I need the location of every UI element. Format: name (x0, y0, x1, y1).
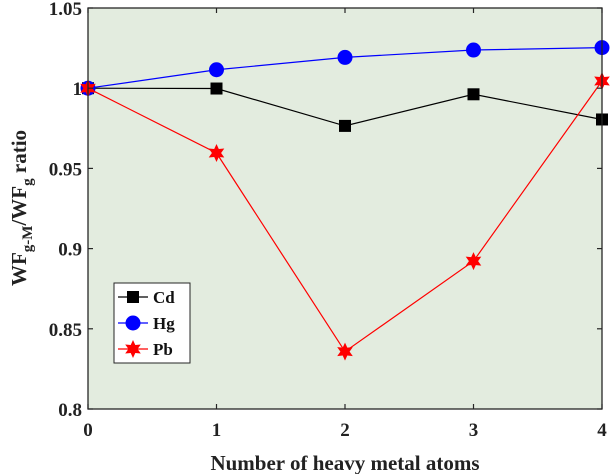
y-tick-label: 0.85 (49, 320, 82, 341)
y-tick-label: 1 (73, 79, 83, 100)
data-point-cd (339, 119, 351, 132)
legend-label-hg: Hg (153, 314, 175, 333)
legend-label-pb: Pb (153, 340, 173, 359)
legend-label-cd: Cd (153, 288, 175, 307)
x-tick-label: 3 (469, 420, 479, 441)
y-tick-label: 0.9 (58, 240, 82, 261)
plot-frame (87, 7, 603, 410)
y-axis-title-part-2: /WF (7, 186, 31, 227)
y-axis-title-part-3: ratio (7, 130, 31, 178)
data-point-pb (337, 342, 353, 361)
x-tick-label: 2 (340, 420, 350, 441)
data-point-pb (208, 144, 225, 162)
y-tick-label: 0.95 (49, 159, 82, 180)
y-axis-title: WFg-M/WFg ratio (7, 130, 36, 286)
y-tick-label: 1.05 (49, 0, 82, 20)
x-tick-label: 1 (212, 420, 222, 441)
legend-marker-cd (127, 291, 139, 303)
data-point-pb (465, 252, 482, 271)
x-tick-label: 0 (83, 420, 93, 441)
y-axis-title-subscript-1: g-M (20, 226, 36, 253)
y-tick-label: 0.8 (58, 400, 82, 421)
legend: Cd Hg Pb (113, 282, 191, 364)
legend-marker-pb (125, 340, 141, 358)
y-axis-title-part-1: WF (7, 252, 31, 286)
x-tick-label: 4 (597, 420, 607, 441)
data-point-cd (210, 82, 223, 95)
data-point-hg (209, 62, 224, 78)
data-point-cd (467, 88, 480, 101)
legend-marker-hg (125, 315, 141, 331)
x-axis-title: Number of heavy metal atoms (210, 451, 479, 474)
data-point-hg (337, 49, 353, 65)
data-point-hg (466, 42, 481, 58)
y-axis-title-subscript-2: g (20, 178, 36, 186)
tick-layer: 0 1 2 3 4 0.8 0.85 0.9 0.95 1 1.05 (49, 0, 608, 441)
